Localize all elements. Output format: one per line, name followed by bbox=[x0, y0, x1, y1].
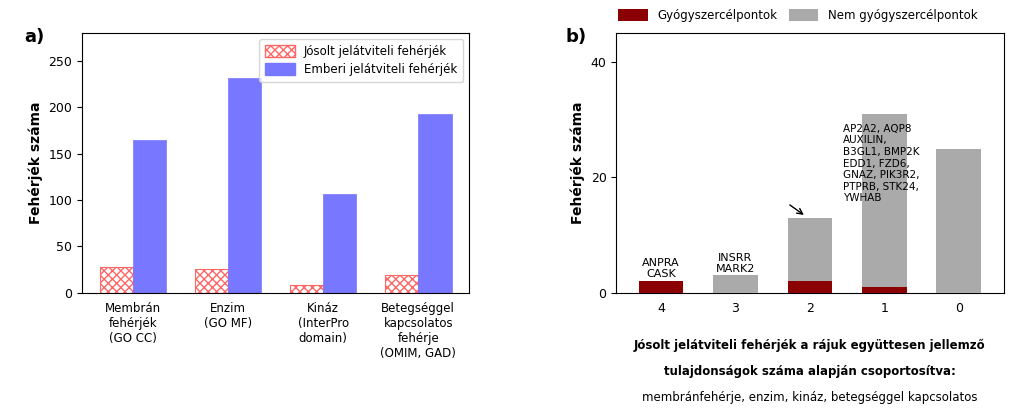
Bar bbox=[418, 114, 452, 293]
Bar bbox=[937, 149, 981, 293]
Bar bbox=[99, 267, 133, 293]
Bar bbox=[290, 285, 324, 293]
Text: INSRR
MARK2: INSRR MARK2 bbox=[716, 252, 755, 274]
Bar bbox=[787, 218, 833, 281]
Text: AP2A2, AQP8
AUXILIN,
B3GL1, BMP2K
EDD1, FZD6,
GNAZ, PIK3R2,
PTPRB, STK24,
YWHAB: AP2A2, AQP8 AUXILIN, B3GL1, BMP2K EDD1, … bbox=[844, 124, 920, 203]
Text: Jósolt jelátviteli fehérjék a rájuk együttesen jellemző: Jósolt jelátviteli fehérjék a rájuk együ… bbox=[634, 339, 986, 352]
Bar bbox=[787, 281, 833, 293]
Bar bbox=[862, 287, 906, 293]
Bar bbox=[195, 270, 228, 293]
Text: b): b) bbox=[566, 28, 587, 46]
Bar bbox=[385, 275, 418, 293]
Bar bbox=[639, 281, 683, 293]
Y-axis label: Fehérjék száma: Fehérjék száma bbox=[570, 102, 585, 224]
Bar bbox=[133, 140, 166, 293]
Text: tulajdonságok száma alapján csoportosítva:: tulajdonságok száma alapján csoportosítv… bbox=[664, 365, 955, 378]
Bar bbox=[324, 194, 356, 293]
Y-axis label: Fehérjék száma: Fehérjék száma bbox=[29, 102, 43, 224]
Text: a): a) bbox=[24, 28, 44, 46]
Text: ANPRA
CASK: ANPRA CASK bbox=[642, 258, 680, 279]
Legend: Jósolt jelátviteli fehérjék, Emberi jelátviteli fehérjék: Jósolt jelátviteli fehérjék, Emberi jelá… bbox=[259, 39, 463, 82]
Bar bbox=[713, 275, 758, 293]
Legend: Gyógyszercélpontok, Nem gyógyszercélpontok: Gyógyszercélpontok, Nem gyógyszercélpont… bbox=[614, 6, 981, 26]
Bar bbox=[228, 78, 261, 293]
Bar bbox=[862, 114, 906, 287]
Text: membránfehérje, enzim, kináz, betegséggel kapcsolatos: membránfehérje, enzim, kináz, betegségge… bbox=[642, 391, 978, 404]
